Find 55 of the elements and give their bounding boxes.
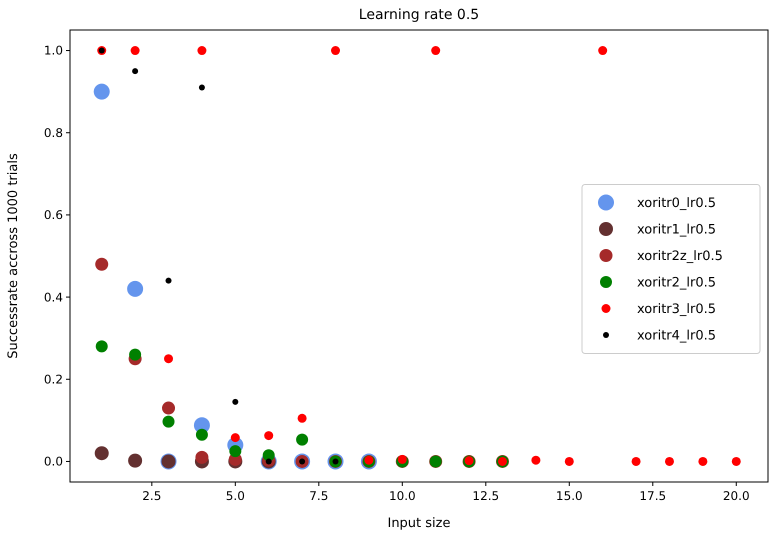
x-axis-title: Input size: [387, 516, 451, 531]
x-tick-label: 17.5: [639, 489, 666, 503]
point: [162, 402, 176, 415]
point: [564, 456, 574, 466]
chart-title: Learning rate 0.5: [358, 7, 480, 23]
point: [298, 414, 307, 423]
point: [732, 456, 741, 466]
point: [229, 445, 242, 458]
point: [162, 416, 175, 428]
y-axis-title: Successrate accross 1000 trials: [6, 153, 21, 359]
legend-label: xoritr3_lr0.5: [637, 302, 716, 318]
point: [196, 428, 208, 441]
y-tick-label: 0.2: [44, 372, 63, 386]
point: [431, 46, 440, 56]
legend-label: xoritr0_lr0.5: [637, 196, 716, 212]
point: [96, 340, 108, 352]
point: [94, 84, 110, 100]
point: [195, 450, 208, 464]
point: [598, 46, 608, 56]
point: [230, 433, 240, 442]
point: [198, 84, 205, 91]
point: [164, 354, 174, 364]
x-tick-label: 10.0: [388, 489, 416, 503]
point: [129, 348, 142, 361]
point: [166, 278, 172, 284]
legend-label: xoritr2z_lr0.5: [637, 249, 723, 264]
y-tick-label: 0.4: [44, 290, 63, 304]
x-tick-label: 7.5: [309, 489, 328, 503]
point: [95, 258, 108, 271]
x-tick-label: 2.5: [142, 489, 162, 503]
point: [296, 434, 308, 446]
point: [264, 431, 274, 440]
point: [128, 454, 142, 468]
y-tick-label: 1.0: [44, 44, 63, 58]
point: [197, 46, 206, 56]
x-tick-label: 20.0: [722, 489, 750, 503]
point: [331, 46, 340, 56]
y-tick-label: 0.6: [44, 208, 63, 222]
y-tick-label: 0.0: [44, 454, 63, 469]
point: [127, 280, 144, 297]
legend-label: xoritr4_lr0.5: [637, 328, 716, 344]
x-tick-label: 5.0: [226, 489, 245, 503]
point: [531, 456, 540, 465]
legend-label: xoritr2_lr0.5: [637, 276, 716, 291]
x-tick-label: 12.5: [472, 489, 500, 503]
point: [232, 398, 238, 405]
x-tick-label: 15.0: [556, 489, 583, 503]
point: [94, 446, 109, 460]
point: [698, 456, 708, 466]
point: [664, 456, 674, 466]
point: [130, 46, 140, 56]
y-tick-label: 0.8: [44, 126, 63, 140]
point: [132, 68, 138, 74]
point: [632, 456, 641, 466]
legend-label: xoritr1_lr0.5: [637, 222, 716, 238]
